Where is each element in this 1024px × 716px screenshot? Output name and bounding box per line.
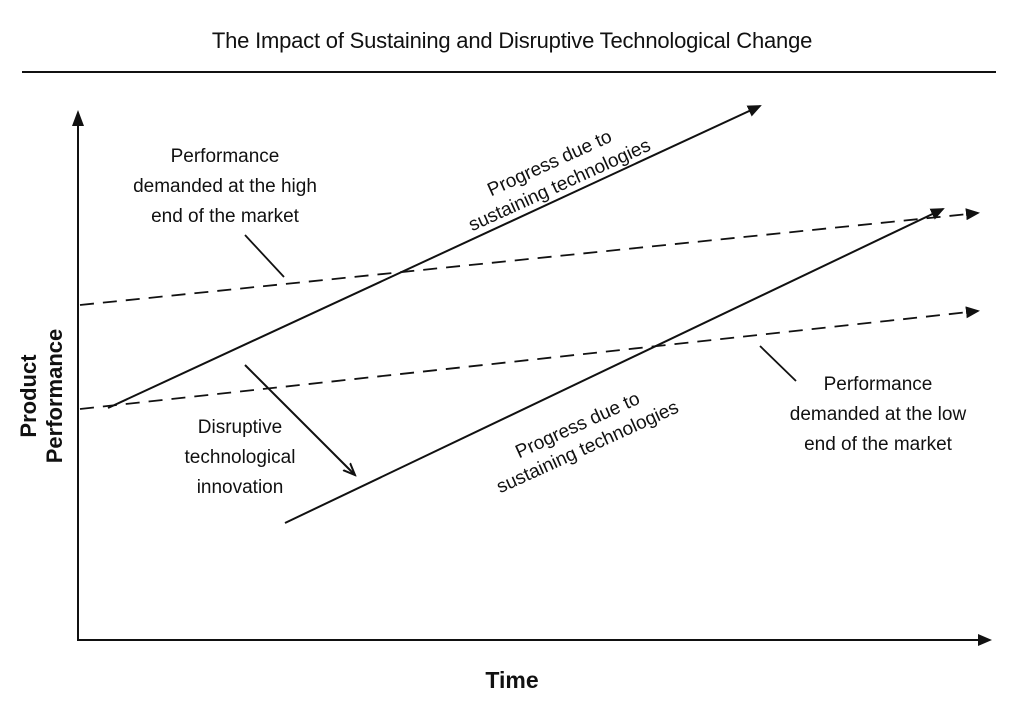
y-axis [72,110,84,640]
annotation-line: demanded at the high [133,176,317,197]
low-end-demand-line [79,306,980,410]
sustaining-upper-line [107,105,762,409]
y-axis-label: Product Performance [16,328,67,464]
x-axis [77,634,992,646]
annotation-line: end of the market [804,434,952,455]
annotation-line: technological [184,447,296,468]
y-axis-arrow-icon [72,110,84,126]
annotation-line: demanded at the low [789,404,967,425]
diagram-title: The Impact of Sustaining and Disruptive … [211,28,813,53]
title-divider [22,71,996,73]
annotation-line: Disruptive [197,417,283,438]
disruptive-annotation: Disruptive technological innovation [150,413,330,503]
x-axis-arrow-icon [978,634,992,646]
annotation-line: end of the market [151,206,299,227]
annotation-line: innovation [196,477,284,498]
annotation-line: Performance [823,374,933,395]
x-axis-label: Time [485,667,539,693]
disruptive-arrow [244,364,355,475]
annotation-line: Performance [170,146,280,167]
low-end-leader-line [759,345,797,382]
sustaining-lower-line [284,208,945,524]
high-end-leader-line [244,234,285,278]
high-end-annotation: Performance demanded at the high end of … [115,142,335,232]
high-end-demand-line [79,208,980,306]
low-end-annotation: Performance demanded at the low end of t… [768,370,988,460]
